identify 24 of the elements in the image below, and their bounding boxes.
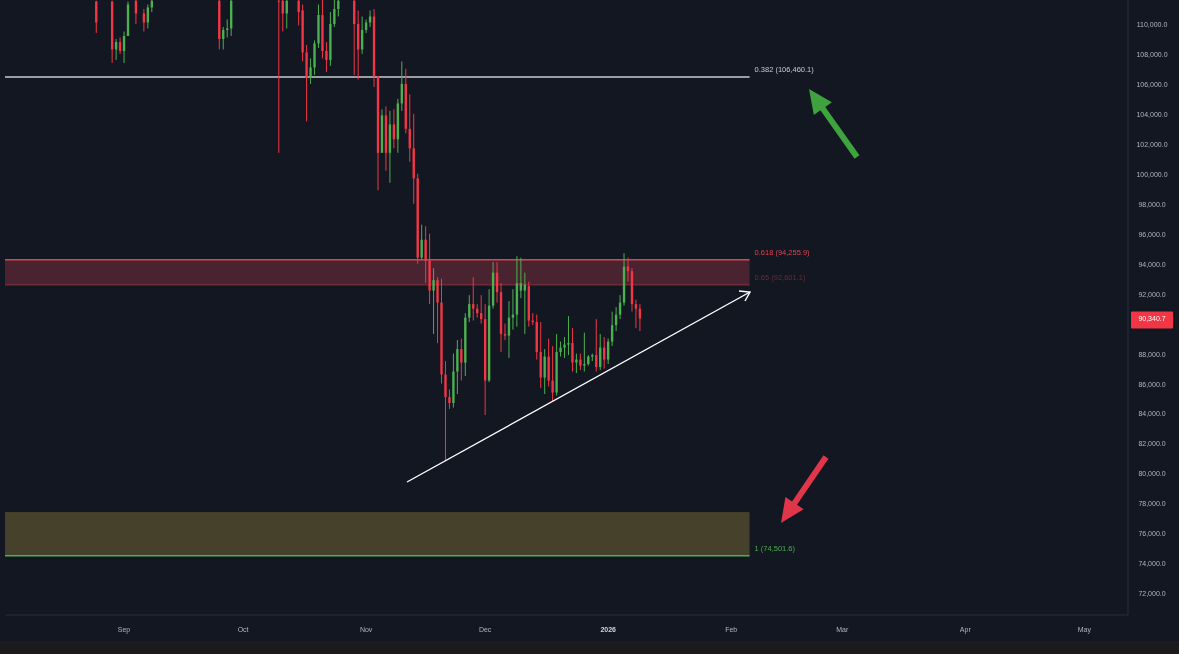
candlestick xyxy=(634,299,638,329)
candlestick xyxy=(448,389,451,410)
candlestick xyxy=(444,360,447,461)
candlestick xyxy=(456,339,459,395)
candlestick xyxy=(460,338,463,382)
candlestick xyxy=(313,39,316,76)
candlestick xyxy=(547,338,550,388)
candlestick xyxy=(333,0,336,28)
candlestick xyxy=(563,336,566,359)
candlestick xyxy=(277,0,280,154)
candlestick xyxy=(543,348,546,395)
candlestick xyxy=(575,353,578,374)
candlestick xyxy=(432,267,435,335)
candlestick xyxy=(424,225,427,284)
candlestick xyxy=(436,276,439,344)
candlestick xyxy=(567,315,570,356)
candlestick xyxy=(503,323,507,341)
candlestick xyxy=(551,345,554,403)
candlestick xyxy=(583,332,586,373)
candlestick xyxy=(309,57,312,85)
candlestick xyxy=(420,224,423,260)
candlestick xyxy=(571,327,574,373)
candlestick xyxy=(472,276,475,322)
candlestick xyxy=(325,41,328,73)
